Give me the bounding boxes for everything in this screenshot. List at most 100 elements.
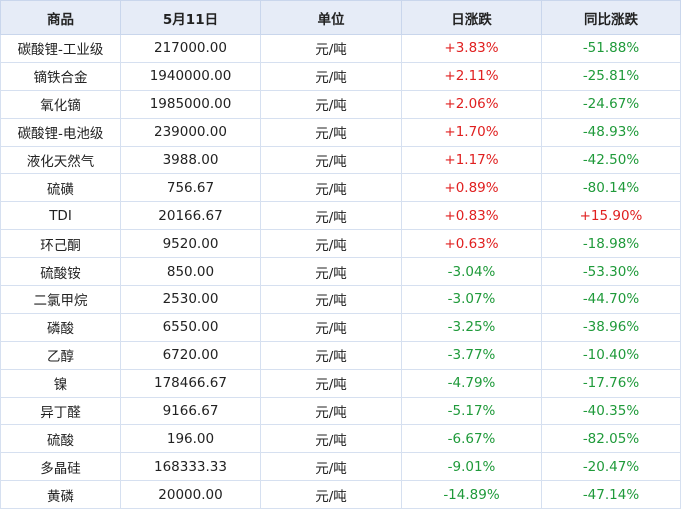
price-cell: 9166.67 [120, 396, 261, 426]
table-row: 碳酸锂-电池级 239000.00 元/吨 +1.70% -48.93% [0, 117, 681, 147]
header-daily-change: 日涨跌 [401, 0, 542, 35]
daily-change-cell: +0.89% [401, 173, 542, 203]
product-cell: 氧化镝 [0, 89, 121, 119]
daily-change-cell: +0.83% [401, 201, 542, 231]
unit-cell: 元/吨 [260, 61, 402, 91]
product-cell: 碳酸锂-电池级 [0, 117, 121, 147]
table-row: 镝铁合金 1940000.00 元/吨 +2.11% -25.81% [0, 61, 681, 91]
unit-cell: 元/吨 [260, 396, 402, 426]
price-cell: 6720.00 [120, 340, 261, 370]
table-row: TDI 20166.67 元/吨 +0.83% +15.90% [0, 201, 681, 231]
price-cell: 168333.33 [120, 452, 261, 482]
product-cell: 硫酸 [0, 424, 121, 454]
product-cell: 液化天然气 [0, 145, 121, 175]
unit-cell: 元/吨 [260, 34, 402, 63]
table-row: 乙醇 6720.00 元/吨 -3.77% -10.40% [0, 340, 681, 370]
unit-cell: 元/吨 [260, 312, 402, 342]
yoy-change-cell: -44.70% [541, 285, 681, 314]
price-cell: 178466.67 [120, 368, 261, 398]
table-row: 硫磺 756.67 元/吨 +0.89% -80.14% [0, 173, 681, 203]
daily-change-cell: -4.79% [401, 368, 542, 398]
price-cell: 850.00 [120, 257, 261, 287]
yoy-change-cell: -80.14% [541, 173, 681, 203]
yoy-change-cell: -53.30% [541, 257, 681, 287]
yoy-change-cell: -82.05% [541, 424, 681, 454]
table-row: 碳酸锂-工业级 217000.00 元/吨 +3.83% -51.88% [0, 34, 681, 63]
daily-change-cell: -3.25% [401, 312, 542, 342]
yoy-change-cell: -47.14% [541, 480, 681, 510]
product-cell: 镝铁合金 [0, 61, 121, 91]
price-cell: 9520.00 [120, 229, 261, 259]
daily-change-cell: -3.77% [401, 340, 542, 370]
yoy-change-cell: -18.98% [541, 229, 681, 259]
price-cell: 756.67 [120, 173, 261, 203]
product-cell: 硫酸铵 [0, 257, 121, 287]
product-cell: 乙醇 [0, 340, 121, 370]
table-row: 液化天然气 3988.00 元/吨 +1.17% -42.50% [0, 145, 681, 175]
daily-change-cell: +1.70% [401, 117, 542, 147]
unit-cell: 元/吨 [260, 285, 402, 314]
daily-change-cell: -3.07% [401, 285, 542, 314]
price-cell: 20000.00 [120, 480, 261, 510]
table-row: 黄磷 20000.00 元/吨 -14.89% -47.14% [0, 480, 681, 510]
product-cell: 环己酮 [0, 229, 121, 259]
unit-cell: 元/吨 [260, 480, 402, 510]
yoy-change-cell: -17.76% [541, 368, 681, 398]
price-cell: 3988.00 [120, 145, 261, 175]
product-cell: 磷酸 [0, 312, 121, 342]
unit-cell: 元/吨 [260, 145, 402, 175]
table-row: 镍 178466.67 元/吨 -4.79% -17.76% [0, 368, 681, 398]
daily-change-cell: +0.63% [401, 229, 542, 259]
product-cell: 异丁醛 [0, 396, 121, 426]
header-product: 商品 [0, 0, 121, 35]
unit-cell: 元/吨 [260, 424, 402, 454]
unit-cell: 元/吨 [260, 452, 402, 482]
price-cell: 6550.00 [120, 312, 261, 342]
price-cell: 2530.00 [120, 285, 261, 314]
table-row: 异丁醛 9166.67 元/吨 -5.17% -40.35% [0, 396, 681, 426]
table-row: 环己酮 9520.00 元/吨 +0.63% -18.98% [0, 229, 681, 259]
unit-cell: 元/吨 [260, 340, 402, 370]
table-row: 氧化镝 1985000.00 元/吨 +2.06% -24.67% [0, 89, 681, 119]
yoy-change-cell: +15.90% [541, 201, 681, 231]
price-cell: 239000.00 [120, 117, 261, 147]
yoy-change-cell: -20.47% [541, 452, 681, 482]
price-cell: 1940000.00 [120, 61, 261, 91]
product-cell: 二氯甲烷 [0, 285, 121, 314]
product-cell: 镍 [0, 368, 121, 398]
yoy-change-cell: -38.96% [541, 312, 681, 342]
daily-change-cell: -5.17% [401, 396, 542, 426]
product-cell: TDI [0, 201, 121, 231]
daily-change-cell: -3.04% [401, 257, 542, 287]
unit-cell: 元/吨 [260, 89, 402, 119]
daily-change-cell: +3.83% [401, 34, 542, 63]
unit-cell: 元/吨 [260, 229, 402, 259]
yoy-change-cell: -24.67% [541, 89, 681, 119]
table-row: 多晶硅 168333.33 元/吨 -9.01% -20.47% [0, 452, 681, 482]
daily-change-cell: -6.67% [401, 424, 542, 454]
table-row: 硫酸铵 850.00 元/吨 -3.04% -53.30% [0, 257, 681, 287]
yoy-change-cell: -51.88% [541, 34, 681, 63]
price-cell: 217000.00 [120, 34, 261, 63]
price-cell: 196.00 [120, 424, 261, 454]
yoy-change-cell: -10.40% [541, 340, 681, 370]
product-cell: 硫磺 [0, 173, 121, 203]
header-unit: 单位 [260, 0, 402, 35]
table-body: 碳酸锂-工业级 217000.00 元/吨 +3.83% -51.88% 镝铁合金 1940… [0, 34, 681, 510]
daily-change-cell: -9.01% [401, 452, 542, 482]
product-cell: 碳酸锂-工业级 [0, 34, 121, 63]
product-cell: 多晶硅 [0, 452, 121, 482]
yoy-change-cell: -42.50% [541, 145, 681, 175]
table-row: 硫酸 196.00 元/吨 -6.67% -82.05% [0, 424, 681, 454]
unit-cell: 元/吨 [260, 173, 402, 203]
price-cell: 1985000.00 [120, 89, 261, 119]
yoy-change-cell: -25.81% [541, 61, 681, 91]
table-header-row: 商品 5月11日 单位 日涨跌 同比涨跌 [0, 0, 681, 35]
product-cell: 黄磷 [0, 480, 121, 510]
price-cell: 20166.67 [120, 201, 261, 231]
header-yoy-change: 同比涨跌 [541, 0, 681, 35]
daily-change-cell: +2.11% [401, 61, 542, 91]
unit-cell: 元/吨 [260, 117, 402, 147]
daily-change-cell: -14.89% [401, 480, 542, 510]
